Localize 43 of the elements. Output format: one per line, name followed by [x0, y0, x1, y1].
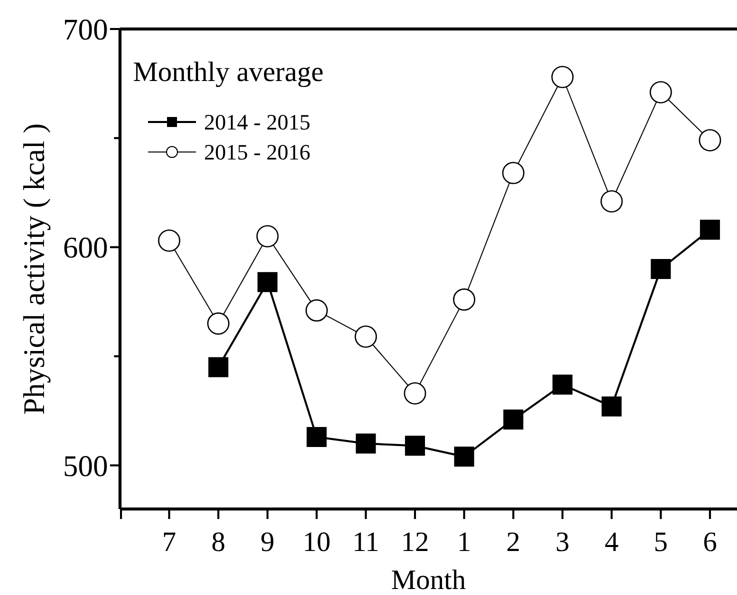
point [404, 436, 425, 456]
point [356, 434, 376, 454]
point [502, 162, 524, 184]
y-tick-label: 500 [63, 450, 108, 483]
point [698, 129, 722, 152]
x-tick-label: 2 [506, 527, 520, 558]
point [208, 357, 228, 378]
x-axis-title: Month [391, 565, 466, 595]
x-tick-label: 1 [457, 527, 472, 558]
point [602, 396, 622, 416]
point [158, 229, 180, 252]
point [257, 272, 278, 292]
x-tick-label: 12 [400, 527, 429, 558]
point [207, 312, 230, 335]
x-tick-label: 5 [654, 527, 668, 558]
legend-label: 2014 - 2015 [204, 110, 310, 135]
y-axis-title: Physical activity ( kcal ) [18, 123, 51, 415]
point [306, 427, 327, 447]
x-tick-label: 3 [555, 527, 570, 558]
point [650, 259, 671, 279]
x-tick-label: 8 [211, 527, 226, 558]
point [700, 220, 720, 240]
point [454, 446, 474, 467]
y-tick-label: 600 [63, 232, 108, 265]
point [452, 288, 476, 311]
annotation: Monthly average [133, 57, 324, 88]
y-tick-label: 700 [63, 14, 108, 46]
point [354, 325, 377, 348]
point [551, 66, 574, 88]
legend-label: 2015 - 2016 [204, 140, 310, 165]
point [600, 190, 623, 213]
x-tick-label: 9 [260, 527, 274, 558]
point [552, 374, 572, 395]
point [404, 382, 426, 405]
point [306, 299, 328, 322]
x-tick-label: 10 [302, 527, 331, 558]
x-tick-label: 4 [604, 527, 619, 558]
point [503, 410, 524, 430]
point [256, 225, 279, 248]
point [650, 81, 672, 104]
x-tick-label: 11 [352, 527, 380, 558]
x-tick-label: 6 [702, 527, 717, 558]
x-tick-label: 7 [162, 527, 176, 558]
